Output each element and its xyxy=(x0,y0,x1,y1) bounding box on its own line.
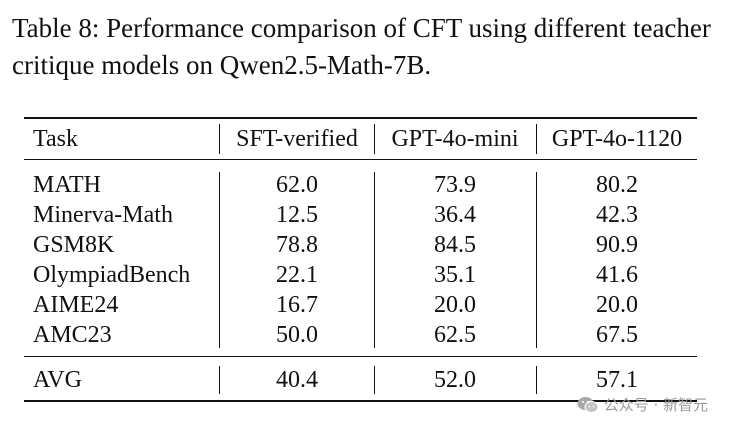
row-sft-verified: 22.1 xyxy=(222,260,372,290)
row-gpt-4o-mini: 73.9 xyxy=(376,170,534,200)
col-divider xyxy=(536,366,537,394)
row-gpt-4o-1120: 67.5 xyxy=(538,320,696,350)
summary-sft-verified: 40.4 xyxy=(222,365,372,395)
row-task: OlympiadBench xyxy=(33,260,190,290)
header-gpt-4o-1120: GPT-4o-1120 xyxy=(538,124,696,154)
summary-gpt-4o-mini: 52.0 xyxy=(376,365,534,395)
row-gpt-4o-mini: 36.4 xyxy=(376,200,534,230)
row-gpt-4o-1120: 20.0 xyxy=(538,290,696,320)
col-divider xyxy=(536,124,537,154)
watermark-text: 公众号 · 新智元 xyxy=(604,394,708,415)
row-sft-verified: 78.8 xyxy=(222,230,372,260)
row-gpt-4o-mini: 35.1 xyxy=(376,260,534,290)
row-task: AMC23 xyxy=(33,320,112,350)
row-sft-verified: 12.5 xyxy=(222,200,372,230)
table-caption: Table 8: Performance comparison of CFT u… xyxy=(12,10,724,84)
header-gpt-4o-mini: GPT-4o-mini xyxy=(376,124,534,154)
row-sft-verified: 62.0 xyxy=(222,170,372,200)
header-rule xyxy=(24,159,697,160)
header-sft-verified: SFT-verified xyxy=(222,124,372,154)
row-gpt-4o-mini: 20.0 xyxy=(376,290,534,320)
col-divider xyxy=(374,124,375,154)
col-divider xyxy=(219,172,220,348)
summary-rule xyxy=(24,356,697,357)
row-task: MATH xyxy=(33,170,101,200)
col-divider xyxy=(374,366,375,394)
col-divider xyxy=(536,172,537,348)
row-sft-verified: 50.0 xyxy=(222,320,372,350)
row-task: Minerva-Math xyxy=(33,200,173,230)
top-rule xyxy=(24,117,697,119)
row-sft-verified: 16.7 xyxy=(222,290,372,320)
wechat-icon xyxy=(577,396,599,414)
row-gpt-4o-mini: 62.5 xyxy=(376,320,534,350)
row-gpt-4o-1120: 42.3 xyxy=(538,200,696,230)
summary-task: AVG xyxy=(33,365,82,395)
watermark: 公众号 · 新智元 xyxy=(577,394,708,415)
col-divider xyxy=(219,124,220,154)
col-divider xyxy=(374,172,375,348)
row-gpt-4o-1120: 90.9 xyxy=(538,230,696,260)
header-task: Task xyxy=(33,124,78,154)
row-gpt-4o-mini: 84.5 xyxy=(376,230,534,260)
row-task: AIME24 xyxy=(33,290,118,320)
col-divider xyxy=(219,366,220,394)
row-gpt-4o-1120: 41.6 xyxy=(538,260,696,290)
summary-gpt-4o-1120: 57.1 xyxy=(538,365,696,395)
row-gpt-4o-1120: 80.2 xyxy=(538,170,696,200)
row-task: GSM8K xyxy=(33,230,114,260)
